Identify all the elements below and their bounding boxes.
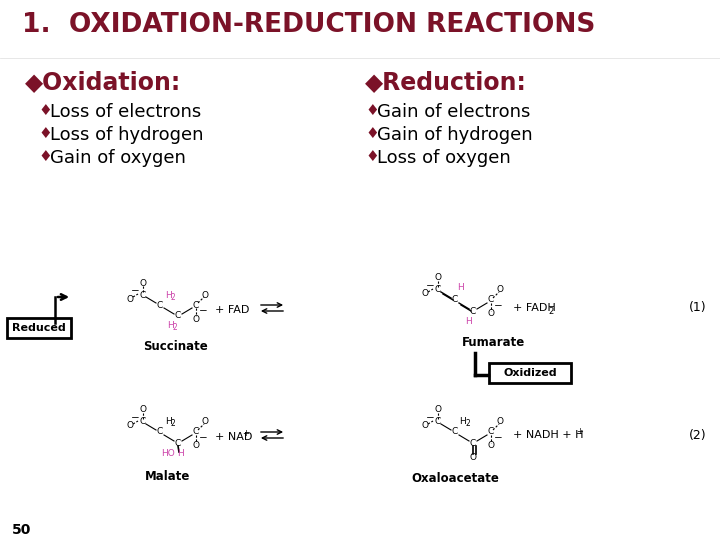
Text: C: C xyxy=(488,428,494,436)
Text: O: O xyxy=(140,279,146,287)
Text: Succinate: Succinate xyxy=(143,341,207,354)
Text: C: C xyxy=(452,295,458,305)
Text: 2: 2 xyxy=(548,307,553,316)
Text: + FAD: + FAD xyxy=(215,305,249,315)
Text: + NAD: + NAD xyxy=(215,432,253,442)
Text: 2: 2 xyxy=(466,420,470,429)
Text: H: H xyxy=(464,318,472,327)
Text: + FADH: + FADH xyxy=(513,303,556,313)
Text: −: − xyxy=(426,281,434,291)
Text: HO: HO xyxy=(161,449,175,458)
Text: C: C xyxy=(157,428,163,436)
Text: H: H xyxy=(166,321,174,329)
Text: Loss of electrons: Loss of electrons xyxy=(50,103,202,121)
Text: O: O xyxy=(127,422,133,430)
Text: C: C xyxy=(488,295,494,305)
Text: ♦: ♦ xyxy=(365,149,379,164)
Text: −: − xyxy=(130,286,140,296)
Text: H: H xyxy=(459,417,467,427)
Text: Gain of hydrogen: Gain of hydrogen xyxy=(377,126,533,144)
Text: Gain of electrons: Gain of electrons xyxy=(377,103,531,121)
Text: C: C xyxy=(193,300,199,309)
Text: C: C xyxy=(470,438,476,448)
Text: C: C xyxy=(435,286,441,294)
Text: 2: 2 xyxy=(171,420,176,429)
Text: C: C xyxy=(452,428,458,436)
Text: O: O xyxy=(421,422,428,430)
Text: −: − xyxy=(426,413,434,423)
Text: Malate: Malate xyxy=(145,469,191,483)
Text: 2: 2 xyxy=(171,293,176,301)
Text: O: O xyxy=(487,442,495,450)
FancyBboxPatch shape xyxy=(7,318,71,338)
Text: C: C xyxy=(435,417,441,427)
Text: +: + xyxy=(242,429,249,437)
Text: −: − xyxy=(494,301,503,311)
Text: C: C xyxy=(175,312,181,321)
Text: ◆Reduction:: ◆Reduction: xyxy=(365,70,527,94)
Text: Reduced: Reduced xyxy=(12,323,66,333)
Text: −: − xyxy=(494,433,503,443)
Text: O: O xyxy=(497,417,503,427)
Text: C: C xyxy=(470,307,476,315)
Text: O: O xyxy=(202,291,209,300)
Text: O: O xyxy=(434,406,441,415)
Text: ♦: ♦ xyxy=(38,149,52,164)
Text: O: O xyxy=(469,453,477,462)
Text: O: O xyxy=(497,286,503,294)
Text: C: C xyxy=(140,291,146,300)
Text: ♦: ♦ xyxy=(38,103,52,118)
Text: Fumarate: Fumarate xyxy=(462,336,526,349)
Text: Gain of oxygen: Gain of oxygen xyxy=(50,149,186,167)
Text: C: C xyxy=(175,438,181,448)
Text: O: O xyxy=(192,442,199,450)
Text: (2): (2) xyxy=(689,429,707,442)
Text: O: O xyxy=(192,314,199,323)
Text: Loss of hydrogen: Loss of hydrogen xyxy=(50,126,204,144)
Text: ♦: ♦ xyxy=(365,103,379,118)
Text: H: H xyxy=(176,449,184,458)
Text: Oxaloacetate: Oxaloacetate xyxy=(411,471,499,484)
Text: ♦: ♦ xyxy=(38,126,52,141)
Text: −: − xyxy=(130,413,140,423)
Text: 50: 50 xyxy=(12,523,32,537)
Text: C: C xyxy=(140,417,146,427)
Text: H: H xyxy=(458,284,464,293)
Text: +: + xyxy=(576,427,583,435)
FancyBboxPatch shape xyxy=(489,363,571,383)
Text: O: O xyxy=(434,273,441,282)
Text: Loss of oxygen: Loss of oxygen xyxy=(377,149,510,167)
Text: O: O xyxy=(140,406,146,415)
Text: 1.  OXIDATION-REDUCTION REACTIONS: 1. OXIDATION-REDUCTION REACTIONS xyxy=(22,12,595,38)
Text: O: O xyxy=(202,417,209,427)
Text: H: H xyxy=(165,417,171,427)
Text: H: H xyxy=(165,291,171,300)
Text: O: O xyxy=(421,289,428,299)
Text: 2: 2 xyxy=(173,322,177,332)
Text: C: C xyxy=(157,300,163,309)
Text: O: O xyxy=(487,309,495,319)
Text: O: O xyxy=(127,294,133,303)
Text: −: − xyxy=(199,306,207,316)
Text: Oxidized: Oxidized xyxy=(503,368,557,378)
Text: −: − xyxy=(199,433,207,443)
Text: (1): (1) xyxy=(689,301,707,314)
Text: C: C xyxy=(193,428,199,436)
Text: + NADH + H: + NADH + H xyxy=(513,430,583,440)
Text: ◆Oxidation:: ◆Oxidation: xyxy=(25,70,181,94)
Text: ♦: ♦ xyxy=(365,126,379,141)
